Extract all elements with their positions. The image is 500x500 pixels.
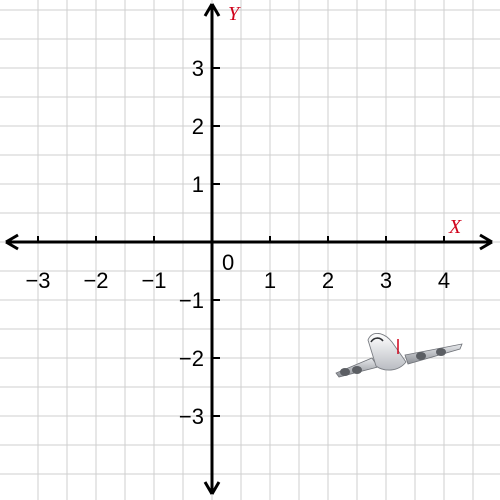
y-axis-label: Y — [228, 3, 241, 25]
x-tick-label: −2 — [83, 268, 108, 293]
origin-label: 0 — [222, 250, 234, 275]
airplane-icon — [335, 333, 463, 378]
x-tick-label: 2 — [322, 268, 334, 293]
x-tick-label: 3 — [380, 268, 392, 293]
y-tick-label: −2 — [179, 346, 204, 371]
y-tick-label: −3 — [179, 404, 204, 429]
ticks: −3 −2 −1 1 2 3 4 3 2 1 −1 −2 −3 — [25, 56, 450, 429]
x-tick-label: −3 — [25, 268, 50, 293]
x-axis-arrow-right — [479, 233, 493, 251]
y-tick-label: 2 — [192, 114, 204, 139]
x-tick-label: −1 — [141, 268, 166, 293]
y-tick-label: 3 — [192, 56, 204, 81]
x-axis-arrow-left — [5, 233, 19, 251]
y-tick-label: −1 — [179, 288, 204, 313]
x-tick-label: 4 — [438, 268, 450, 293]
y-axis-arrow-top — [203, 3, 221, 17]
x-tick-label: 1 — [264, 268, 276, 293]
x-axis-label: X — [448, 216, 462, 238]
y-tick-label: 1 — [192, 172, 204, 197]
axes — [5, 3, 493, 495]
y-axis-arrow-bottom — [203, 481, 221, 495]
